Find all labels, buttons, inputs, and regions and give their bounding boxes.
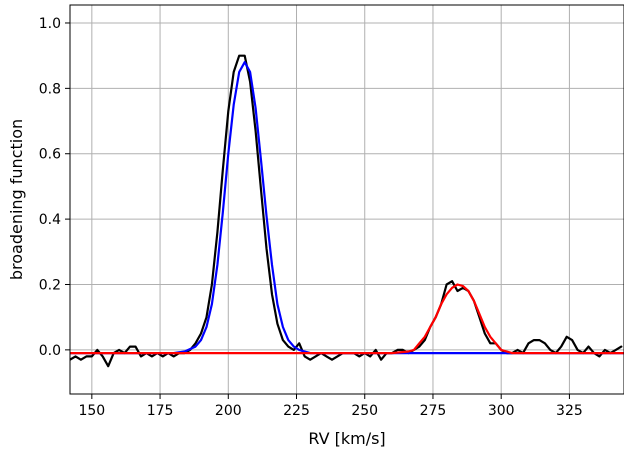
x-tick-label: 150 — [78, 403, 105, 419]
x-tick-label: 200 — [215, 403, 242, 419]
axis-ticks: 150 175 200 225 250 275 300 325 0.0 0.2 0.4 0.6 0.8 1… — [39, 16, 583, 419]
primary-fit-line — [70, 61, 624, 355]
y-tick-label: 0.6 — [39, 147, 61, 163]
grid — [70, 5, 624, 394]
plot-lines — [70, 54, 624, 368]
x-tick-label: 325 — [556, 403, 583, 419]
secondary-fit-line — [70, 283, 624, 355]
y-tick-label: 0.0 — [39, 343, 61, 359]
y-tick-label: 1.0 — [39, 16, 61, 32]
plot-frame — [69, 4, 624, 395]
observed-broadening-line — [70, 54, 623, 368]
y-tick-label: 0.4 — [39, 212, 61, 228]
x-tick-label: 275 — [420, 403, 447, 419]
y-tick-label: 0.2 — [39, 277, 61, 293]
x-axis-label: RV [km/s] — [308, 429, 385, 448]
y-axis-label: broadening function — [7, 119, 26, 280]
y-tick-label: 0.8 — [39, 81, 61, 97]
x-tick-label: 250 — [351, 403, 378, 419]
x-tick-label: 225 — [283, 403, 310, 419]
x-tick-label: 175 — [147, 403, 174, 419]
x-tick-label: 300 — [488, 403, 515, 419]
